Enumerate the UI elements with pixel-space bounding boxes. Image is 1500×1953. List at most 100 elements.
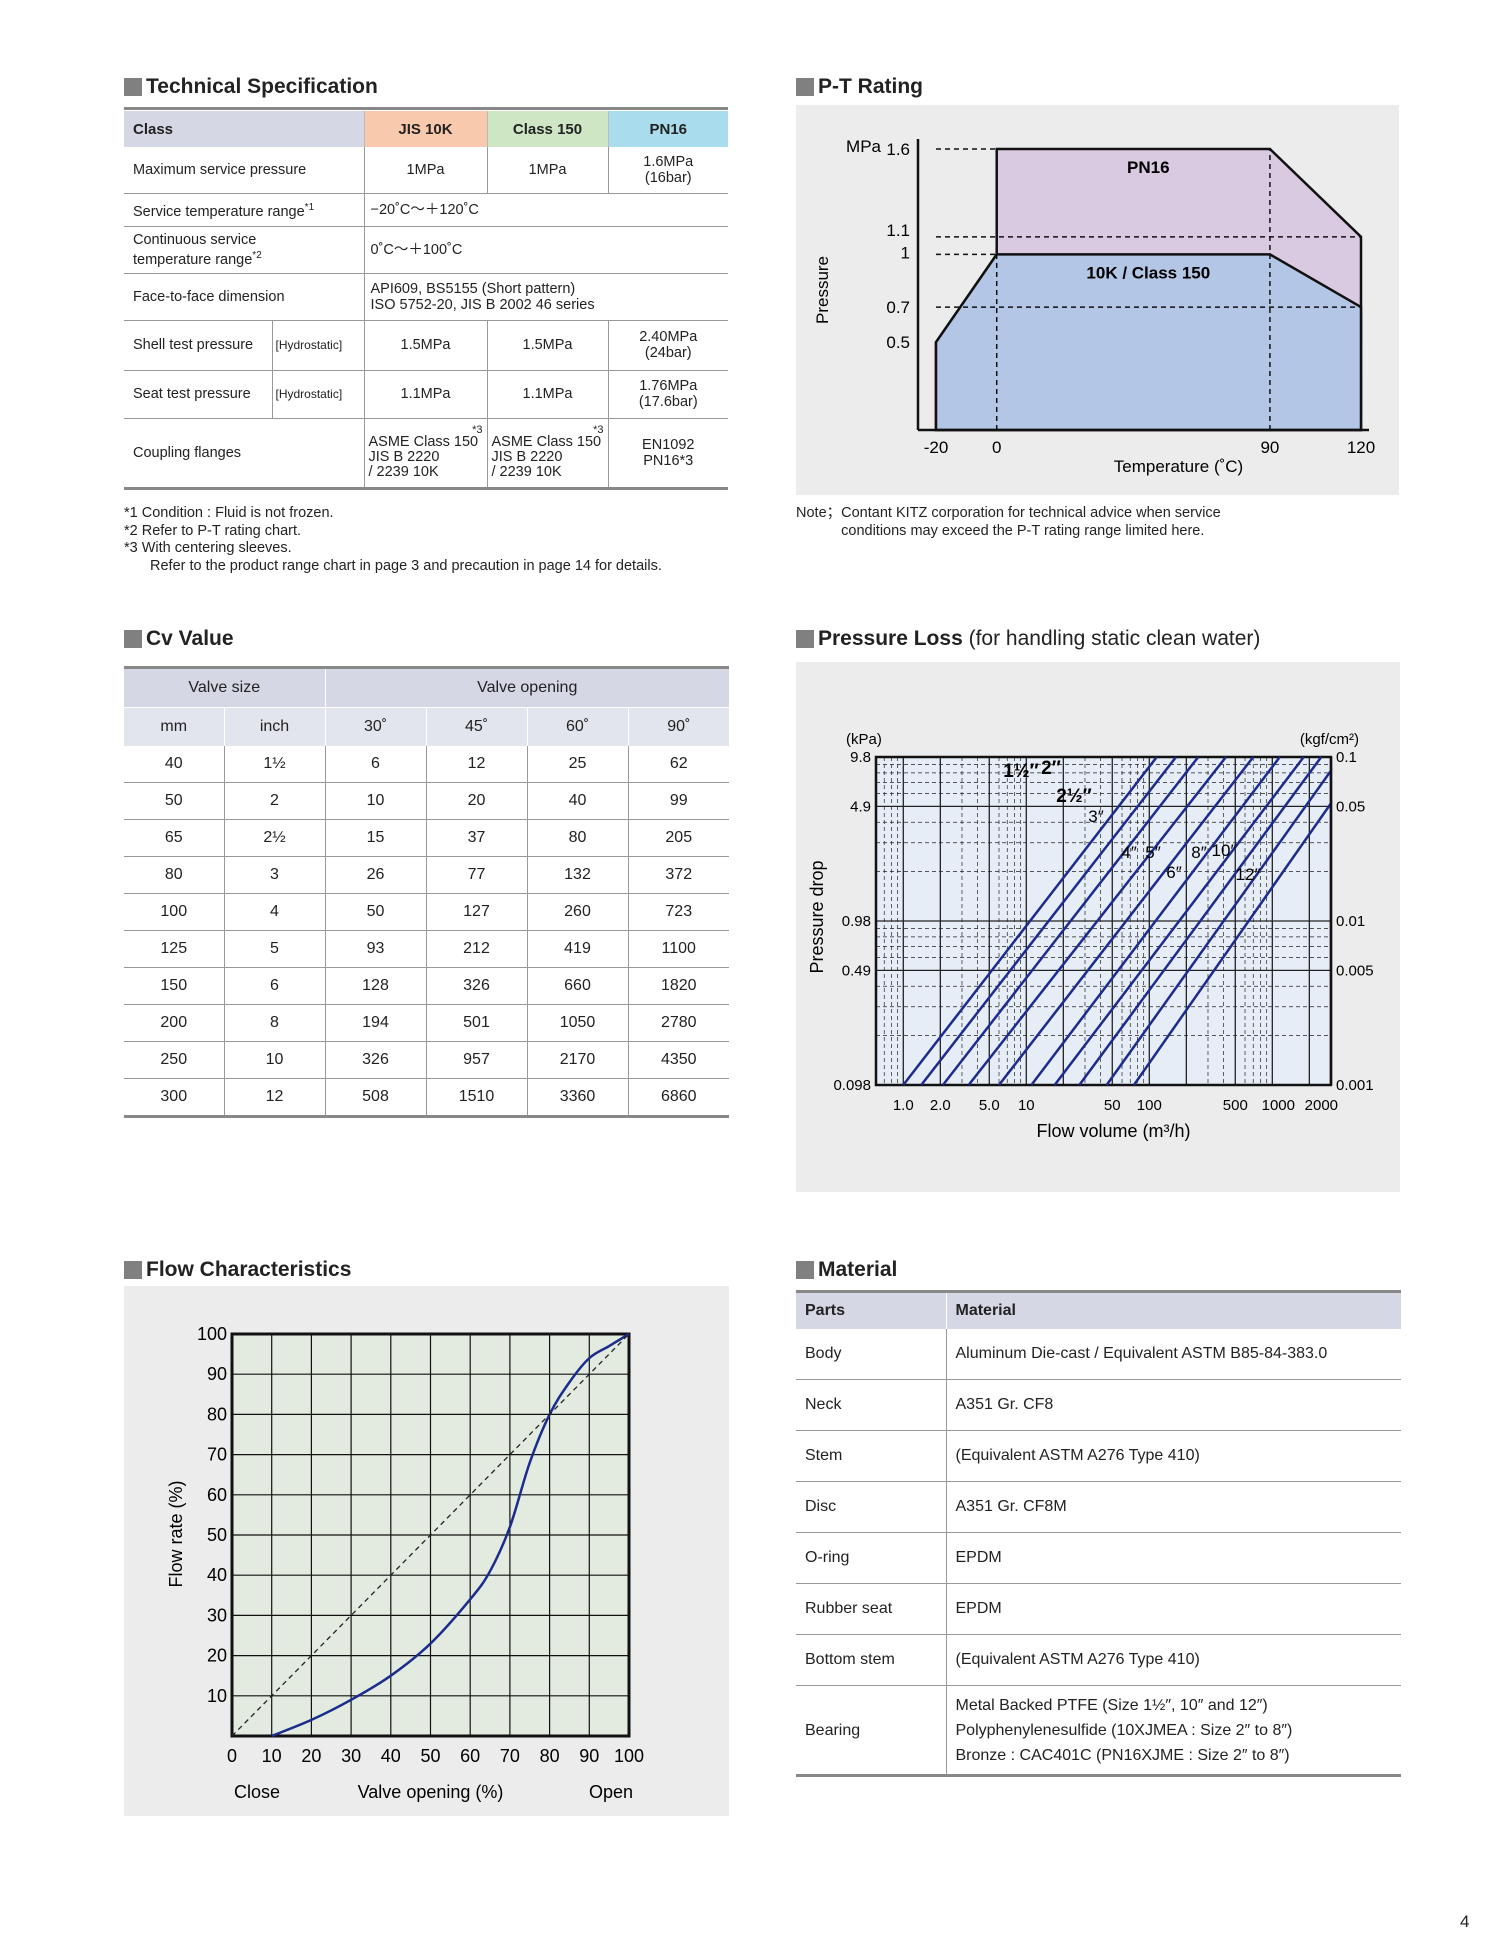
pt-y-tick-label: 0.5 bbox=[886, 333, 910, 352]
pl-y2-tick-label: 0.01 bbox=[1336, 913, 1365, 930]
pt-y-tick-label: 0.7 bbox=[886, 298, 910, 317]
pl-x-axis-title: Flow volume (m³/h) bbox=[1036, 1121, 1190, 1141]
flow-title-text: Flow Characteristics bbox=[146, 1258, 352, 1281]
cv-cell: 100 bbox=[124, 893, 224, 931]
cv-cell: 6860 bbox=[627, 1078, 729, 1118]
cv-cell: 4350 bbox=[627, 1041, 729, 1079]
fc-x-tick-label: 50 bbox=[420, 1746, 440, 1766]
pl-series-label: 6″ bbox=[1166, 863, 1181, 882]
note-line: conditions may exceed the P-T rating ran… bbox=[841, 522, 1205, 539]
spec-row-coupling: Coupling flanges *3 ASME Class 150 JIS B… bbox=[124, 418, 728, 490]
spec-coupling-line: / 2239 10K bbox=[491, 463, 562, 480]
footnote-mark: *2 bbox=[252, 249, 262, 261]
pl-x-tick-label: 2.0 bbox=[930, 1097, 951, 1114]
spec-row-seat: Seat test pressure [Hydrostatic] 1.1MPa … bbox=[124, 370, 728, 419]
spec-row-shell: Shell test pressure [Hydrostatic] 1.5MPa… bbox=[124, 320, 728, 371]
cv-title-text: Cv Value bbox=[146, 627, 234, 650]
material-header-material: Material bbox=[945, 1290, 1401, 1329]
material-line: Polyphenylenesulfide (10XJMEA : Size 2″ … bbox=[955, 1721, 1293, 1739]
pt-series-label: PN16 bbox=[1127, 158, 1170, 177]
cv-row: 200 8 194 501 1050 2780 bbox=[124, 1004, 729, 1042]
cv-cell: 80 bbox=[124, 856, 224, 894]
ploss-subtitle: (for handling static clean water) bbox=[968, 627, 1261, 650]
pl-series-label: 10″ bbox=[1212, 841, 1237, 860]
fc-x-tick-label: 40 bbox=[381, 1746, 401, 1766]
spec-header-row: Class JIS 10K Class 150 PN16 bbox=[124, 111, 728, 147]
spec-row-temp-range: Service temperature range*1 −20˚C～＋120˚C bbox=[124, 193, 728, 227]
cv-row: 80 3 26 77 132 372 bbox=[124, 856, 729, 894]
spec-pn-line: (17.6bar) bbox=[638, 394, 698, 410]
cv-cell: 93 bbox=[324, 930, 426, 968]
cv-cell: 25 bbox=[526, 746, 628, 783]
pl-series-line bbox=[998, 756, 1255, 1086]
cv-cell: 250 bbox=[124, 1041, 224, 1079]
cv-cell: 128 bbox=[324, 967, 426, 1005]
spec-label-text: Service temperature range bbox=[133, 203, 305, 220]
pt-x-axis-title: Temperature (˚C) bbox=[1114, 457, 1243, 476]
pt-series-label: 10K / Class 150 bbox=[1086, 263, 1210, 282]
spec-table: Class JIS 10K Class 150 PN16 Maximum ser… bbox=[124, 111, 728, 490]
cv-sub-header: 90˚ bbox=[627, 707, 729, 746]
cv-cell: 508 bbox=[324, 1078, 426, 1118]
cv-body: 40 1½ 6 12 25 62 50 2 10 20 40 99 65 2½ 15 37 80 205 80 3 26… bbox=[124, 746, 729, 1118]
fc-y-tick-label: 80 bbox=[207, 1404, 227, 1424]
spec-tag: [Hydrostatic] bbox=[271, 370, 364, 419]
cv-sub-header: 45˚ bbox=[425, 707, 527, 746]
section-square-icon bbox=[124, 630, 142, 648]
fc-y-tick-label: 30 bbox=[207, 1605, 227, 1625]
material-row: Disc A351 Gr. CF8M bbox=[796, 1481, 1401, 1533]
pt-x-tick-label: 90 bbox=[1260, 438, 1279, 457]
material-row-bearing: Bearing Metal Backed PTFE (Size 1½″, 10″… bbox=[796, 1685, 1401, 1777]
pl-x-tick-label: 50 bbox=[1104, 1097, 1121, 1114]
spec-coupling-line: JIS B 2220 bbox=[491, 448, 563, 465]
fc-y-axis-title: Flow rate (%) bbox=[166, 1480, 186, 1587]
footnote-mark: *3 bbox=[472, 423, 483, 436]
cv-row: 250 10 326 957 2170 4350 bbox=[124, 1041, 729, 1079]
cv-cell: 194 bbox=[324, 1004, 426, 1042]
material-value: Metal Backed PTFE (Size 1½″, 10″ and 12″… bbox=[945, 1685, 1401, 1777]
material-header-parts: Parts bbox=[796, 1290, 946, 1329]
cv-cell: 2 bbox=[223, 782, 325, 820]
cv-cell: 5 bbox=[223, 930, 325, 968]
section-square-icon bbox=[124, 78, 142, 96]
material-row: O-ring EPDM bbox=[796, 1532, 1401, 1584]
cv-sub-header: mm bbox=[124, 707, 224, 746]
pl-series-label: 4″ bbox=[1121, 843, 1136, 862]
material-header-row: Parts Material bbox=[796, 1290, 1401, 1329]
spec-cell-value: −20˚C～＋120˚C bbox=[363, 193, 728, 227]
note-line: Contant KITZ corporation for technical a… bbox=[841, 505, 1221, 521]
cv-cell: 10 bbox=[223, 1041, 325, 1079]
cv-table: Valve size Valve opening mm inch 30˚ 45˚… bbox=[124, 666, 729, 1118]
pt-x-tick-label: 120 bbox=[1347, 438, 1375, 457]
spec-coupling-line: ASME Class 150 bbox=[368, 433, 479, 450]
footnote: *3 With centering sleeves. bbox=[124, 540, 292, 556]
spec-cell-cls: 1.1MPa bbox=[486, 370, 608, 419]
pl-series-label: 12″ bbox=[1236, 865, 1261, 884]
cv-sub-header-row: mm inch 30˚ 45˚ 60˚ 90˚ bbox=[124, 707, 729, 746]
cv-cell: 99 bbox=[627, 782, 729, 820]
cv-cell: 200 bbox=[124, 1004, 224, 1042]
section-square-icon bbox=[796, 630, 814, 648]
material-part: Rubber seat bbox=[796, 1583, 946, 1635]
material-table: Parts Material Body Aluminum Die-cast / E… bbox=[796, 1290, 1401, 1777]
cv-title: Cv Value bbox=[124, 627, 234, 651]
pl-series-label: 5″ bbox=[1145, 843, 1160, 862]
fc-x-tick-label: 30 bbox=[341, 1746, 361, 1766]
fc-x-tick-label: 90 bbox=[579, 1746, 599, 1766]
cv-cell: 205 bbox=[627, 819, 729, 857]
fc-x-tick-label: 80 bbox=[540, 1746, 560, 1766]
cv-cell: 8 bbox=[223, 1004, 325, 1042]
material-line: Metal Backed PTFE (Size 1½″, 10″ and 12″… bbox=[955, 1696, 1268, 1714]
cv-cell: 957 bbox=[425, 1041, 527, 1079]
spec-label: Maximum service pressure bbox=[124, 147, 364, 194]
spec-cell-pn: 1.6MPa (16bar) bbox=[607, 147, 728, 194]
pl-series-line bbox=[920, 756, 1178, 1086]
material-part: Stem bbox=[796, 1430, 946, 1482]
cv-cell: 723 bbox=[627, 893, 729, 931]
spec-value-line: API609, BS5155 (Short pattern) bbox=[370, 280, 576, 297]
pt-x-tick-label: -20 bbox=[924, 438, 949, 457]
spec-row-face: Face-to-face dimension API609, BS5155 (S… bbox=[124, 273, 728, 321]
footnote: Refer to the product range chart in page… bbox=[150, 557, 662, 574]
spec-top-rule bbox=[124, 107, 728, 110]
spec-cell-jis: 1.5MPa bbox=[363, 320, 487, 371]
